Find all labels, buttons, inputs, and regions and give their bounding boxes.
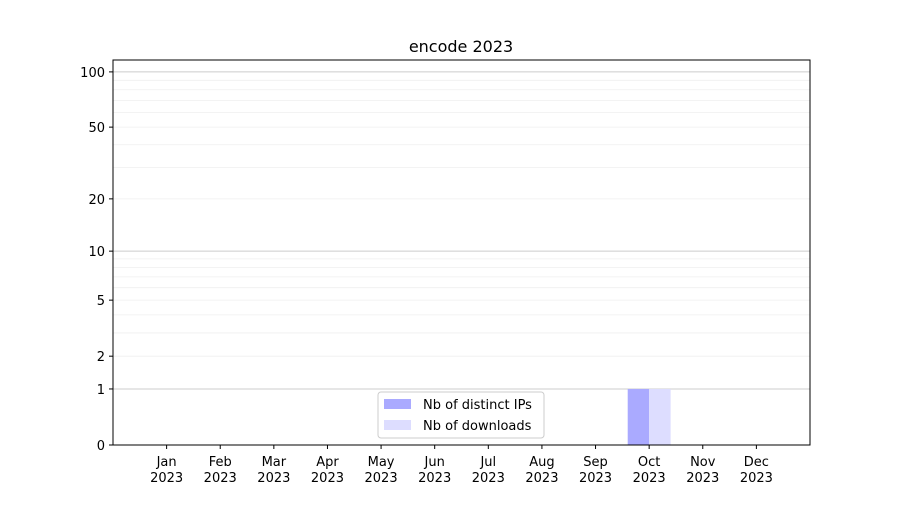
y-tick-label: 0 (97, 439, 105, 454)
x-tick-label: Jun (424, 455, 445, 470)
bars (627, 388, 671, 445)
x-tick-label: Apr (316, 455, 339, 470)
axes-frame (112, 59, 811, 446)
x-tick-label: May (368, 455, 395, 470)
x-tick-label: Sep (583, 455, 608, 470)
x-tick-label-year: 2023 (418, 471, 451, 486)
legend: Nb of distinct IPs Nb of downloads (377, 391, 545, 439)
x-tick-label: Oct (638, 455, 660, 470)
x-tick-label-year: 2023 (257, 471, 290, 486)
x-tick-label-year: 2023 (365, 471, 398, 486)
legend-label: Nb of downloads (423, 419, 532, 434)
x-tick-label: Jan (156, 455, 177, 470)
x-tick-label-year: 2023 (150, 471, 183, 486)
y-tick-label: 2 (97, 350, 105, 365)
y-tick-label: 5 (97, 294, 105, 309)
x-tick-label-year: 2023 (472, 471, 505, 486)
y-tick-label: 10 (88, 245, 105, 260)
grid (113, 71, 810, 390)
x-tick-label: Jul (479, 455, 496, 470)
x-tick-label: Mar (262, 455, 287, 470)
x-tick-label-year: 2023 (579, 471, 612, 486)
x-tick-label-year: 2023 (686, 471, 719, 486)
x-tick-label: Dec (744, 455, 769, 470)
legend-swatch (384, 420, 411, 430)
y-tick-label: 50 (88, 121, 105, 136)
x-tick-label-year: 2023 (633, 471, 666, 486)
legend-label: Nb of distinct IPs (423, 398, 532, 413)
legend-box (377, 391, 545, 439)
x-tick-label-year: 2023 (525, 471, 558, 486)
y-tick-label: 100 (80, 66, 105, 81)
legend-swatch (384, 399, 411, 409)
x-tick-label: Nov (690, 455, 716, 470)
x-axis: Jan2023Feb2023Mar2023Apr2023May2023Jun20… (150, 445, 773, 486)
x-tick-label-year: 2023 (204, 471, 237, 486)
y-tick-label: 20 (88, 193, 105, 208)
x-tick-label: Aug (529, 455, 554, 470)
bar-nb-of-distinct-ips (627, 388, 650, 445)
y-tick-label: 1 (97, 383, 105, 398)
y-axis: 0 1 2 5 10 20 50 100 (80, 66, 113, 454)
x-tick-label: Feb (209, 455, 232, 470)
bar-nb-of-downloads (649, 388, 671, 445)
chart-title: encode 2023 (409, 37, 513, 56)
x-tick-label-year: 2023 (740, 471, 773, 486)
x-tick-label-year: 2023 (311, 471, 344, 486)
